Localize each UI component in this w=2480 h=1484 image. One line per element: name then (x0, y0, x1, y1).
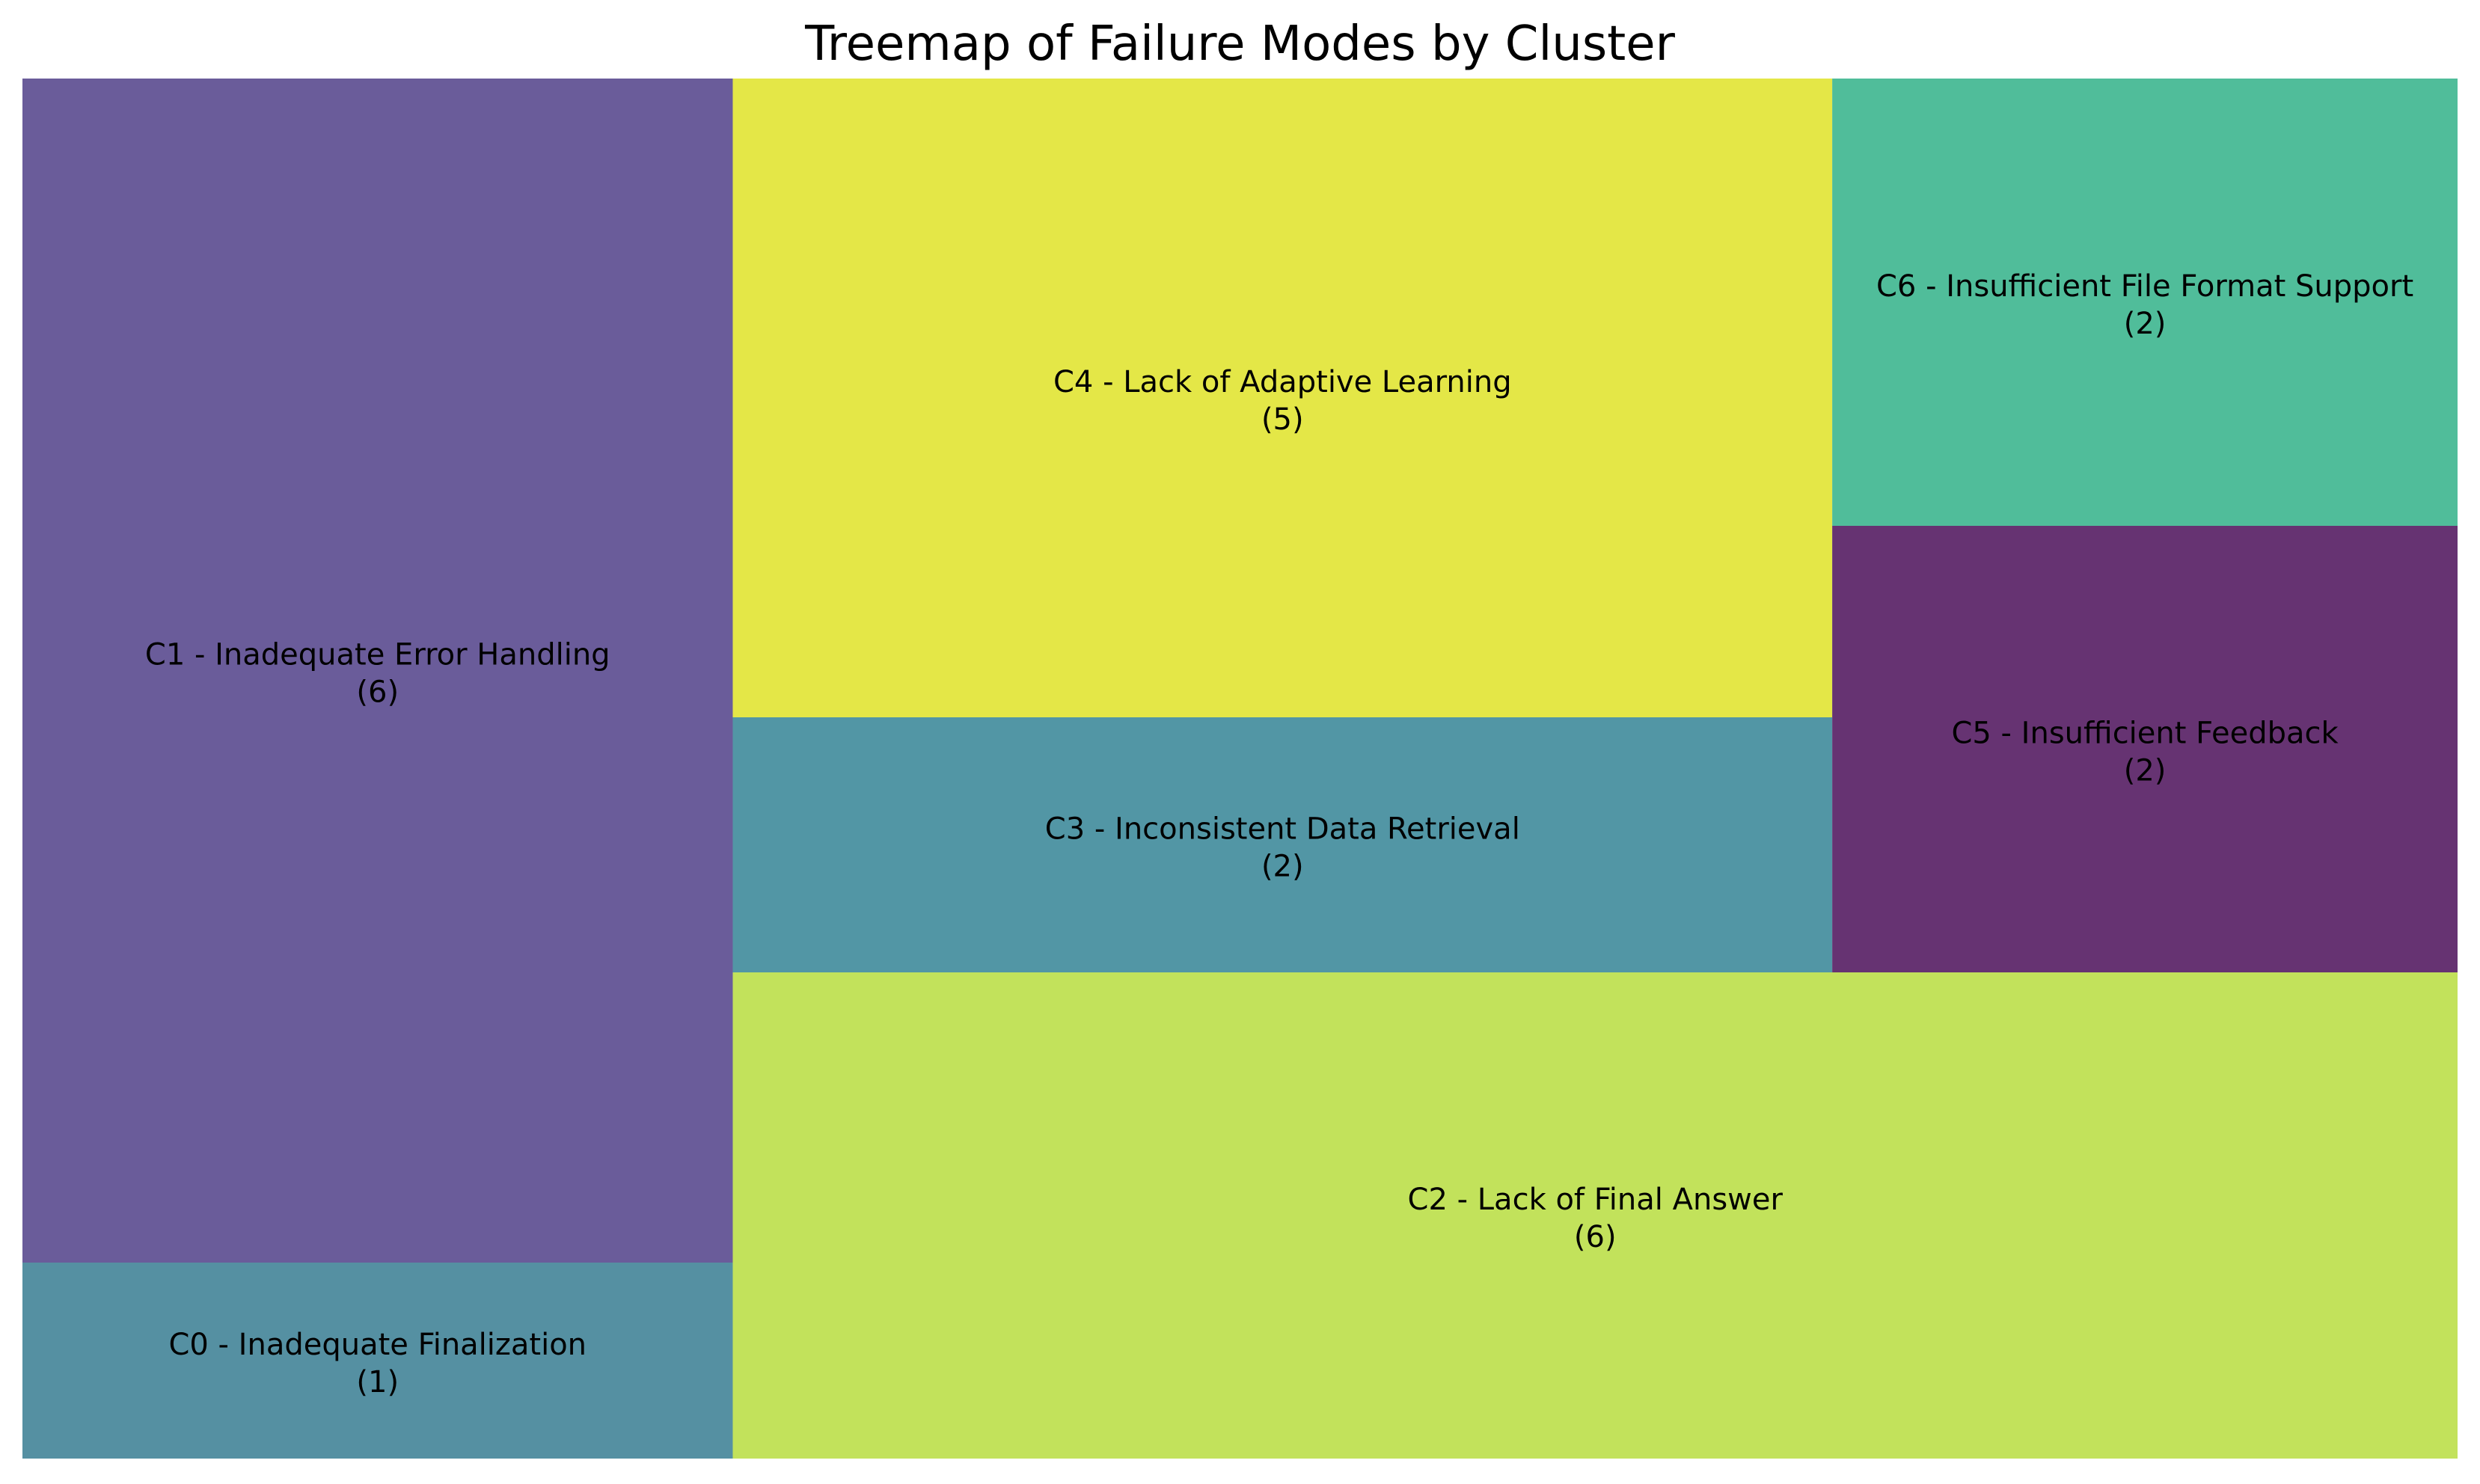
treemap-value-c5: (2) (2124, 754, 2167, 788)
treemap-rect-c0 (22, 1263, 733, 1459)
treemap-label-c0: C0 - Inadequate Finalization (168, 1328, 587, 1362)
treemap-value-c3: (2) (1261, 850, 1304, 884)
treemap-rect-c4 (732, 79, 1833, 717)
treemap-label-c4: C4 - Lack of Adaptive Learning (1053, 365, 1512, 399)
treemap-value-c1: (6) (356, 675, 399, 710)
treemap-value-c2: (6) (1574, 1220, 1617, 1254)
treemap-rect-c1 (22, 79, 733, 1263)
treemap-label-c3: C3 - Inconsistent Data Retrieval (1045, 812, 1520, 847)
treemap-rect-c2 (732, 972, 2458, 1459)
treemap-value-c0: (1) (356, 1365, 399, 1399)
treemap-rect-c6 (1832, 79, 2458, 526)
treemap-value-c6: (2) (2124, 307, 2167, 341)
treemap-rect-c5 (1832, 526, 2458, 972)
treemap-label-c5: C5 - Insufficient Feedback (1951, 717, 2339, 751)
treemap-label-c6: C6 - Insufficient File Format Support (1876, 269, 2413, 304)
treemap-label-c1: C1 - Inadequate Error Handling (145, 638, 610, 672)
chart-title: Treemap of Failure Modes by Cluster (805, 16, 1675, 72)
treemap-rect-c3 (732, 717, 1833, 972)
treemap-label-c2: C2 - Lack of Final Answer (1408, 1183, 1784, 1217)
treemap-value-c4: (5) (1261, 402, 1304, 437)
